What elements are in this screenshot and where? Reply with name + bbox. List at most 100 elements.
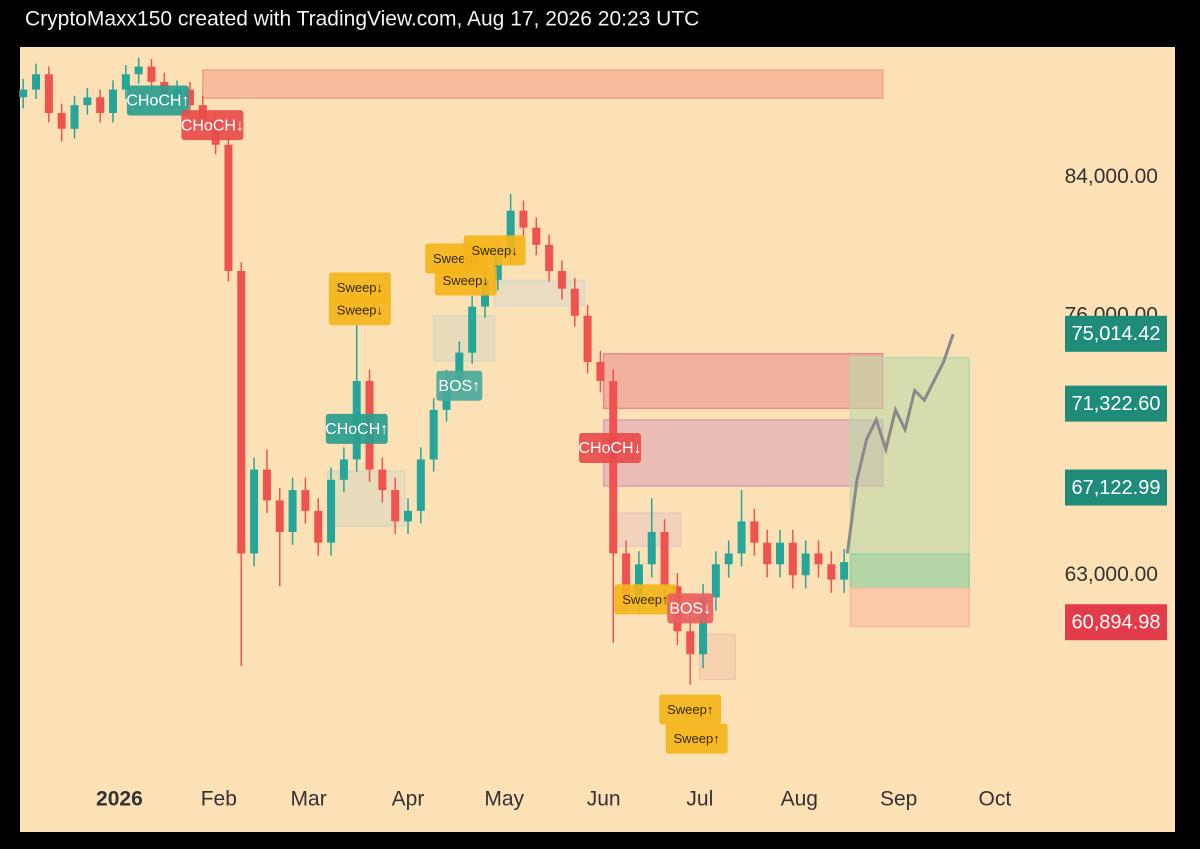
candle-body xyxy=(622,553,631,598)
x-tick-label: Oct xyxy=(979,788,1012,811)
candle-body xyxy=(801,553,810,576)
candle-body xyxy=(404,510,413,522)
price-label: 71,322.60 xyxy=(1072,393,1161,415)
annotation-label: Sweep↓ xyxy=(337,280,383,295)
candle-body xyxy=(455,352,464,381)
candle-body xyxy=(583,315,592,363)
price-label: 67,122.99 xyxy=(1072,477,1161,499)
candles xyxy=(19,57,955,685)
y-tick-label: 84,000.00 xyxy=(1065,165,1158,188)
candle-body xyxy=(596,362,605,381)
candle-body xyxy=(57,112,66,129)
annotation-box xyxy=(667,593,714,624)
zone xyxy=(602,353,884,410)
candle-body xyxy=(378,469,387,491)
candle-body xyxy=(634,564,643,598)
annotation-box xyxy=(436,370,483,401)
candle-body xyxy=(314,510,323,543)
candle-body xyxy=(70,105,79,129)
candle-body xyxy=(108,89,117,113)
candle-body xyxy=(827,564,836,580)
candle-body xyxy=(121,74,130,90)
price-label: 75,014.42 xyxy=(1072,323,1161,345)
x-tick-label: Jul xyxy=(686,788,713,811)
annotation-label: CHoCH↑ xyxy=(126,93,189,110)
candle-body xyxy=(519,210,528,228)
annotation-label: Sweep↓ xyxy=(443,273,489,288)
projection-line xyxy=(845,333,955,554)
x-tick-label: Sep xyxy=(880,788,917,811)
candle-body xyxy=(750,521,759,543)
candle-body xyxy=(32,74,41,90)
zone xyxy=(493,279,586,307)
price-label-box xyxy=(1065,604,1167,641)
candle-body xyxy=(237,270,246,554)
candle-body xyxy=(468,306,477,353)
zone xyxy=(602,419,884,487)
candle-body xyxy=(570,288,579,316)
candle-body xyxy=(711,564,720,598)
price-label-box xyxy=(1065,469,1167,506)
annotations: CHoCH↑ CHoCH↓ Sweep↓ Sweep↓ CHoCH↑ BOS↑ Sweep↓… xyxy=(126,85,728,754)
candle-body xyxy=(776,542,785,565)
candle-body xyxy=(814,553,823,565)
x-tick-label: May xyxy=(484,788,524,811)
candle-body xyxy=(96,97,105,113)
candle-body xyxy=(763,542,772,565)
annotation-label: Sweep↓ xyxy=(337,303,383,318)
candle-body xyxy=(301,490,310,511)
annotation-label: Sweep↑ xyxy=(622,592,668,607)
candle-body xyxy=(339,459,348,480)
y-tick-label: 63,000.00 xyxy=(1065,563,1158,586)
candle-body xyxy=(788,542,797,576)
candle-body xyxy=(224,144,233,271)
candle-body xyxy=(493,253,502,280)
zone xyxy=(202,69,884,99)
candle-body xyxy=(647,531,656,565)
zone xyxy=(432,315,496,362)
candle-body xyxy=(429,409,438,460)
annotation-box xyxy=(463,235,526,266)
candle-body xyxy=(288,490,297,532)
annotation-label: CHoCH↓ xyxy=(181,117,244,134)
candle-body xyxy=(545,244,554,271)
price-label: 60,894.98 xyxy=(1072,612,1161,634)
x-tick-label: 2026 xyxy=(96,788,143,811)
price-label-box xyxy=(1065,385,1167,422)
candle-body xyxy=(275,500,284,532)
candle-body xyxy=(19,89,28,98)
annotation-label: Sweep↑ xyxy=(674,731,720,746)
candle-body xyxy=(686,631,695,655)
annotation-box xyxy=(325,413,388,444)
x-tick-label: Mar xyxy=(291,788,327,811)
candle-body xyxy=(262,469,271,501)
candle-body xyxy=(840,562,849,580)
annotation-label: Sweep↓ xyxy=(471,243,517,258)
candle-body xyxy=(134,66,143,75)
candle-body xyxy=(416,459,425,511)
candle-body xyxy=(44,74,53,113)
annotation-box xyxy=(328,295,391,326)
annotation-label: BOS↑ xyxy=(438,378,480,395)
candle-body xyxy=(532,227,541,245)
candle-body xyxy=(724,553,733,565)
candle-body xyxy=(660,531,669,587)
candle-body xyxy=(391,490,400,522)
x-tick-label: Apr xyxy=(392,788,425,811)
candle-body xyxy=(699,597,708,655)
chart-title: CryptoMaxx150 created with TradingView.c… xyxy=(25,8,699,31)
candle-body xyxy=(83,97,92,106)
candle-body xyxy=(557,270,566,289)
annotation-label: CHoCH↑ xyxy=(325,421,388,438)
zone xyxy=(849,587,970,628)
annotation-box xyxy=(181,110,244,141)
annotation-box xyxy=(665,723,728,754)
candle-body xyxy=(737,521,746,554)
candle-body xyxy=(327,479,336,543)
annotation-label: Sweep↑ xyxy=(667,702,713,717)
annotation-box xyxy=(579,432,642,463)
x-tick-label: Jun xyxy=(587,788,621,811)
zone xyxy=(609,512,682,547)
